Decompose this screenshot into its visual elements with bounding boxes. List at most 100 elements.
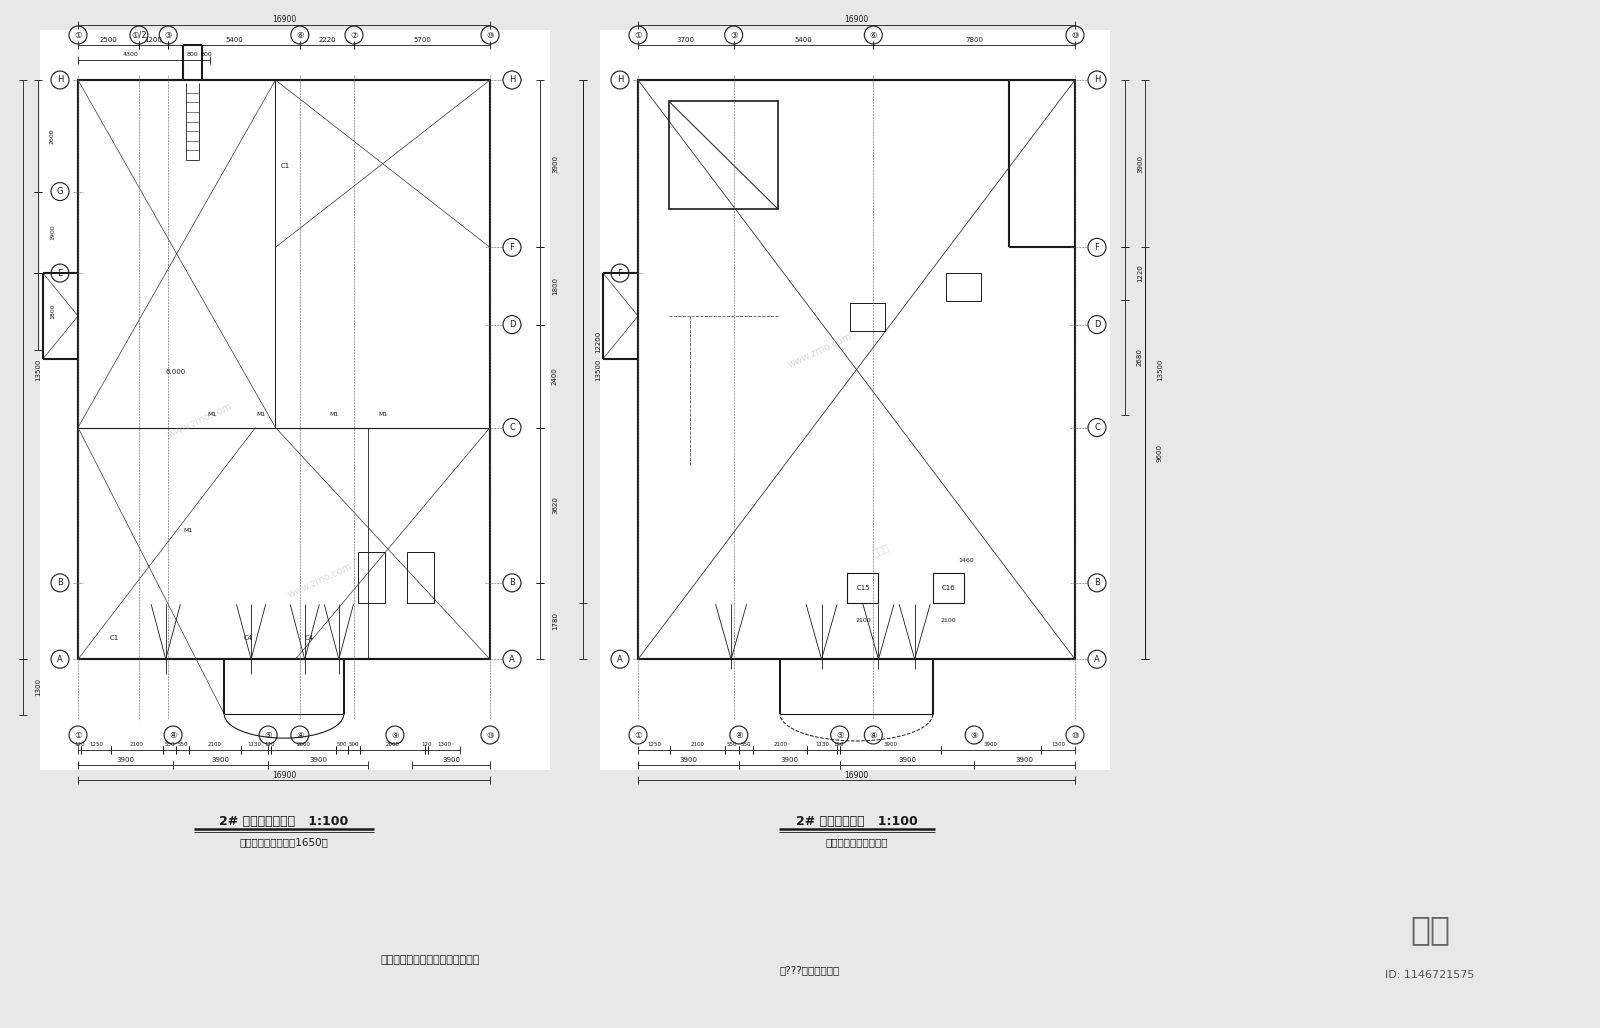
Text: ⑥: ⑥ (869, 31, 877, 39)
Text: ⑧: ⑧ (296, 731, 304, 739)
Text: 13500: 13500 (1157, 359, 1163, 380)
Text: 550: 550 (165, 742, 174, 747)
Text: 13500: 13500 (595, 359, 602, 380)
Text: 1250: 1250 (90, 742, 102, 747)
Text: F: F (509, 243, 515, 252)
Text: ⑩: ⑩ (1072, 731, 1078, 739)
Text: M1: M1 (208, 412, 216, 417)
Text: 2500: 2500 (99, 37, 117, 43)
Text: H: H (618, 75, 622, 84)
Text: ①: ① (634, 731, 642, 739)
Text: 3900: 3900 (211, 757, 230, 763)
Text: 3620: 3620 (552, 497, 558, 514)
Text: （图中虚线为外墙线）: （图中虚线为外墙线） (826, 837, 888, 847)
Text: 2100: 2100 (130, 742, 144, 747)
Text: D: D (509, 320, 515, 329)
Text: 16900: 16900 (845, 15, 869, 25)
Text: 16900: 16900 (272, 15, 296, 25)
Bar (933, 574, 963, 603)
Text: C4: C4 (306, 634, 314, 640)
Text: ④: ④ (734, 731, 742, 739)
Text: A: A (1094, 655, 1099, 664)
Text: C1: C1 (280, 162, 290, 169)
Text: 2# 楼阁楼层平面图   1:100: 2# 楼阁楼层平面图 1:100 (219, 815, 349, 828)
Text: H: H (58, 75, 62, 84)
Text: M1: M1 (330, 412, 339, 417)
Text: 3900: 3900 (883, 742, 898, 747)
Text: C1: C1 (110, 634, 118, 640)
Text: 1300: 1300 (35, 678, 42, 696)
Bar (358, 552, 386, 603)
Text: 1800: 1800 (552, 277, 558, 295)
Text: 3700: 3700 (677, 37, 694, 43)
Text: 6.000: 6.000 (165, 369, 186, 375)
Text: 3900: 3900 (781, 757, 798, 763)
Bar (40, 30, 550, 770)
Text: 2600: 2600 (50, 127, 54, 144)
Text: ⑩: ⑩ (486, 31, 494, 39)
Text: 1250: 1250 (646, 742, 661, 747)
Text: 3900: 3900 (680, 757, 698, 763)
Bar (78, 80, 490, 659)
Text: 7800: 7800 (965, 37, 982, 43)
Text: 1130: 1130 (248, 742, 261, 747)
Text: ⑦: ⑦ (350, 31, 358, 39)
Text: 3900: 3900 (984, 742, 998, 747)
Text: A: A (509, 655, 515, 664)
Text: 青???工程有限公司: 青???工程有限公司 (781, 965, 840, 975)
Text: ⑤: ⑤ (835, 731, 843, 739)
Text: www.zmo.com: www.zmo.com (286, 560, 354, 599)
Text: ⑤: ⑤ (264, 731, 272, 739)
Text: H: H (1094, 75, 1101, 84)
Text: C: C (1094, 424, 1099, 432)
Text: M1: M1 (182, 528, 192, 533)
Text: 16900: 16900 (272, 771, 296, 779)
Text: 500: 500 (336, 742, 347, 747)
Text: 3900: 3900 (1138, 154, 1142, 173)
Text: 1900: 1900 (50, 224, 54, 241)
Text: 9600: 9600 (1157, 444, 1163, 463)
Text: 2220: 2220 (318, 37, 336, 43)
Text: F: F (618, 268, 622, 278)
Text: ①/2: ①/2 (131, 31, 147, 39)
Text: 5400: 5400 (226, 37, 243, 43)
Bar (669, 102, 778, 209)
Text: 3900: 3900 (552, 154, 558, 173)
Text: 知末: 知末 (1410, 914, 1450, 947)
Text: 3900: 3900 (117, 757, 134, 763)
Text: ①: ① (634, 31, 642, 39)
Text: ⑩: ⑩ (1072, 31, 1078, 39)
Text: 1200: 1200 (144, 37, 163, 43)
Text: C: C (509, 424, 515, 432)
Text: D: D (1094, 320, 1101, 329)
Text: F: F (1094, 243, 1099, 252)
Text: 注明：未注明部分参详其他层平面: 注明：未注明部分参详其他层平面 (381, 955, 480, 965)
Bar (946, 273, 981, 301)
Text: ⑨: ⑨ (390, 731, 398, 739)
Text: 550: 550 (726, 742, 738, 747)
Text: 120: 120 (834, 742, 843, 747)
Text: 550: 550 (741, 742, 752, 747)
Text: 3900: 3900 (898, 757, 915, 763)
Text: 1780: 1780 (552, 612, 558, 630)
Text: B: B (58, 579, 62, 587)
Text: ③: ③ (165, 31, 171, 39)
Text: 2100: 2100 (941, 618, 957, 623)
Text: G: G (56, 187, 64, 196)
Text: 500: 500 (349, 742, 360, 747)
Text: 2100: 2100 (691, 742, 704, 747)
Text: ③: ③ (730, 31, 738, 39)
Text: C4: C4 (245, 634, 253, 640)
Text: C16: C16 (941, 585, 955, 591)
Text: 5400: 5400 (795, 37, 813, 43)
Text: ⑨: ⑨ (971, 731, 978, 739)
Text: E: E (58, 268, 62, 278)
Bar (848, 574, 878, 603)
Text: A: A (58, 655, 62, 664)
Text: 1800: 1800 (50, 304, 54, 320)
Text: 2400: 2400 (552, 367, 558, 384)
Text: 1130: 1130 (814, 742, 829, 747)
Text: www.zmo.com: www.zmo.com (786, 331, 854, 369)
Text: 5700: 5700 (413, 37, 430, 43)
Text: M1: M1 (378, 412, 387, 417)
